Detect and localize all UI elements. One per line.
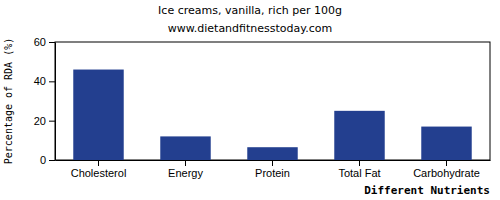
x-tick: Protein xyxy=(255,160,290,179)
y-tick-mark xyxy=(49,81,55,82)
y-tick: 40 xyxy=(34,75,55,87)
y-axis-title: Percentage of RDA (%) xyxy=(3,38,14,164)
subtitle: www.dietandfitnesstoday.com xyxy=(168,22,332,35)
bar xyxy=(73,70,123,160)
plot: 0 20 40 60 Cholesterol Energy Protein Total Fat… xyxy=(34,36,491,179)
x-tick: Energy xyxy=(168,160,203,179)
plot-frame xyxy=(55,42,490,160)
title: Ice creams, vanilla, rich per 100g xyxy=(158,4,342,17)
x-tick: Carbohydrate xyxy=(413,160,480,179)
x-axis: Cholesterol Energy Protein Total Fat Carbohy… xyxy=(56,160,491,179)
y-tick-mark xyxy=(49,121,55,122)
x-tick-mark xyxy=(446,160,447,166)
y-tick-mark xyxy=(49,42,55,43)
x-tick-label: Energy xyxy=(168,167,203,179)
bars xyxy=(73,70,471,160)
x-tick: Cholesterol xyxy=(71,160,127,179)
y-tick: 0 xyxy=(40,154,55,166)
y-axis-line xyxy=(55,43,56,161)
chart: 0 20 40 60 Cholesterol Energy Protein Total Fat… xyxy=(0,0,500,200)
y-tick: 20 xyxy=(34,115,55,127)
x-tick-mark xyxy=(98,160,99,166)
y-tick-label: 0 xyxy=(40,154,46,166)
y-tick: 60 xyxy=(34,36,55,48)
y-tick-label: 40 xyxy=(34,75,46,87)
y-tick-label: 20 xyxy=(34,115,46,127)
bar xyxy=(247,147,297,160)
bar xyxy=(334,111,384,160)
y-axis: 0 20 40 60 xyxy=(34,36,56,166)
bar xyxy=(160,136,210,160)
x-tick-label: Total Fat xyxy=(338,167,380,179)
y-tick-mark xyxy=(49,160,55,161)
x-tick-label: Carbohydrate xyxy=(413,167,480,179)
x-tick-label: Cholesterol xyxy=(71,167,127,179)
x-tick-mark xyxy=(272,160,273,166)
x-tick-label: Protein xyxy=(255,167,290,179)
x-tick: Total Fat xyxy=(338,160,380,179)
x-axis-title: Different Nutrients xyxy=(364,184,490,197)
y-tick-label: 60 xyxy=(34,36,46,48)
x-tick-mark xyxy=(359,160,360,166)
x-tick-mark xyxy=(185,160,186,166)
bar xyxy=(421,127,471,160)
